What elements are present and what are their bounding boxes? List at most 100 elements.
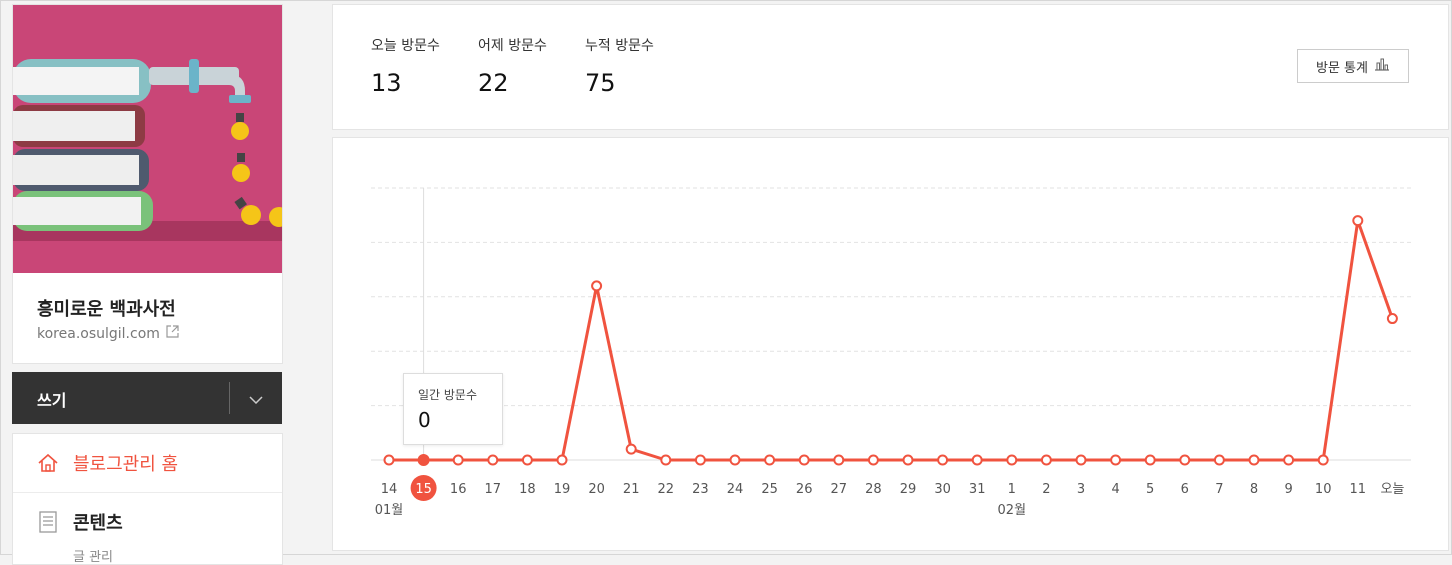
tooltip-label: 일간 방문수 xyxy=(418,388,478,402)
stat-total-value: 75 xyxy=(585,69,616,97)
sidebar-menu: 블로그관리 홈 콘텐츠 글 관리 xyxy=(12,433,283,565)
x-tick-label: 5 xyxy=(1146,482,1154,497)
external-link-icon xyxy=(166,325,179,342)
bar-chart-icon xyxy=(1374,57,1390,75)
stat-yesterday-label: 어제 방문수 xyxy=(478,38,547,54)
blog-profile-card: 흥미로운 백과사전 korea.osulgil.com xyxy=(12,4,283,364)
stat-today-value: 13 xyxy=(371,69,402,97)
x-tick-label: 24 xyxy=(727,482,744,497)
data-point xyxy=(1283,454,1295,466)
sidebar-item-content[interactable]: 콘텐츠 xyxy=(13,493,282,551)
x-tick-label: 6 xyxy=(1181,482,1189,497)
chart-tooltip: 일간 방문수 0 xyxy=(403,373,503,445)
visit-stats-button-label: 방문 통계 xyxy=(1316,60,1368,76)
home-icon xyxy=(37,452,59,474)
document-icon xyxy=(37,511,59,533)
x-month-label: 01월 xyxy=(375,503,404,518)
visit-stats-button[interactable]: 방문 통계 xyxy=(1297,49,1409,83)
x-tick-label: 26 xyxy=(796,482,813,497)
data-point xyxy=(383,454,395,466)
x-tick-label: 4 xyxy=(1111,482,1119,497)
data-point xyxy=(1144,454,1156,466)
data-point xyxy=(798,454,810,466)
series-line xyxy=(389,219,1394,462)
data-point xyxy=(1317,454,1329,466)
x-tick-label: 22 xyxy=(658,482,675,497)
write-button-group: 쓰기 xyxy=(12,372,282,424)
x-tick-label: 오늘 xyxy=(1380,482,1404,497)
stat-yesterday-value: 22 xyxy=(478,69,509,97)
stat-total: 누적 방문수 75 xyxy=(585,35,654,97)
write-button[interactable]: 쓰기 xyxy=(37,391,67,410)
blog-title[interactable]: 흥미로운 백과사전 xyxy=(37,299,176,320)
x-tick-label: 18 xyxy=(519,482,536,497)
data-point xyxy=(487,454,499,466)
x-tick-label: 27 xyxy=(831,482,848,497)
line-chart: 14 15 16 17 18 19 20 21 22 23 24 25 26 27 28 29 30 31 1 2 3 4… xyxy=(371,187,1411,518)
x-tick-label: 30 xyxy=(934,482,951,497)
sidebar-item-blog-home[interactable]: 블로그관리 홈 xyxy=(13,434,282,493)
data-point xyxy=(971,454,983,466)
x-tick-label: 10 xyxy=(1315,482,1332,497)
selected-tick-marker xyxy=(410,475,437,501)
data-point xyxy=(1179,454,1191,466)
data-point xyxy=(764,454,776,466)
blog-url-text: korea.osulgil.com xyxy=(37,325,160,342)
x-month-label: 02월 xyxy=(998,503,1027,518)
data-point xyxy=(1110,454,1122,466)
x-tick-label: 9 xyxy=(1284,482,1292,497)
data-point xyxy=(1075,454,1087,466)
x-tick-label: 11 xyxy=(1350,482,1367,497)
x-tick-label: 17 xyxy=(485,482,502,497)
x-tick-label: 14 xyxy=(381,482,398,497)
x-tick-label: 25 xyxy=(761,482,778,497)
x-tick-label: 15 xyxy=(415,482,432,497)
data-point xyxy=(1213,454,1225,466)
data-point xyxy=(833,454,845,466)
data-point xyxy=(556,454,568,466)
x-tick-label: 3 xyxy=(1077,482,1085,497)
sidebar-item-label: 블로그관리 홈 xyxy=(73,454,179,475)
blog-url-link[interactable]: korea.osulgil.com xyxy=(37,325,179,342)
tooltip-value: 0 xyxy=(418,408,431,432)
stat-total-label: 누적 방문수 xyxy=(585,38,654,54)
daily-visits-chart: 14 15 16 17 18 19 20 21 22 23 24 25 26 27 28 29 30 31 1 2 3 4… xyxy=(332,137,1449,551)
x-tick-label: 19 xyxy=(554,482,571,497)
data-point xyxy=(1386,313,1398,325)
x-tick-label: 16 xyxy=(450,482,467,497)
x-tick-label: 20 xyxy=(588,482,605,497)
x-tick-label: 1 xyxy=(1008,482,1016,497)
sidebar-subitem-posts[interactable]: 글 관리 xyxy=(73,550,114,565)
x-tick-label: 7 xyxy=(1215,482,1223,497)
blog-cover-image[interactable] xyxy=(13,5,282,273)
data-point xyxy=(867,454,879,466)
stat-today-label: 오늘 방문수 xyxy=(371,38,440,54)
write-divider xyxy=(229,382,230,414)
data-point xyxy=(591,280,603,292)
data-point xyxy=(729,454,741,466)
sidebar-item-label: 콘텐츠 xyxy=(73,513,123,534)
data-point xyxy=(1006,454,1018,466)
x-tick-label: 2 xyxy=(1042,482,1050,497)
data-point xyxy=(660,454,672,466)
data-point xyxy=(625,443,637,455)
data-point xyxy=(1352,215,1364,227)
write-dropdown-toggle[interactable] xyxy=(244,386,268,410)
stat-today: 오늘 방문수 13 xyxy=(371,35,440,97)
x-tick-label: 31 xyxy=(969,482,986,497)
data-point xyxy=(902,454,914,466)
x-tick-label: 21 xyxy=(623,482,640,497)
visit-stats-card: 오늘 방문수 13 어제 방문수 22 누적 방문수 75 방문 통계 xyxy=(332,4,1449,130)
x-tick-label: 8 xyxy=(1250,482,1258,497)
x-tick-label: 28 xyxy=(865,482,882,497)
data-point xyxy=(694,454,706,466)
data-point xyxy=(937,454,949,466)
data-point xyxy=(452,454,464,466)
data-point xyxy=(1248,454,1260,466)
stat-yesterday: 어제 방문수 22 xyxy=(478,35,547,97)
x-tick-label: 29 xyxy=(900,482,917,497)
chevron-down-icon xyxy=(249,389,263,408)
data-point xyxy=(521,454,533,466)
x-tick-label: 23 xyxy=(692,482,709,497)
data-point xyxy=(1040,454,1052,466)
